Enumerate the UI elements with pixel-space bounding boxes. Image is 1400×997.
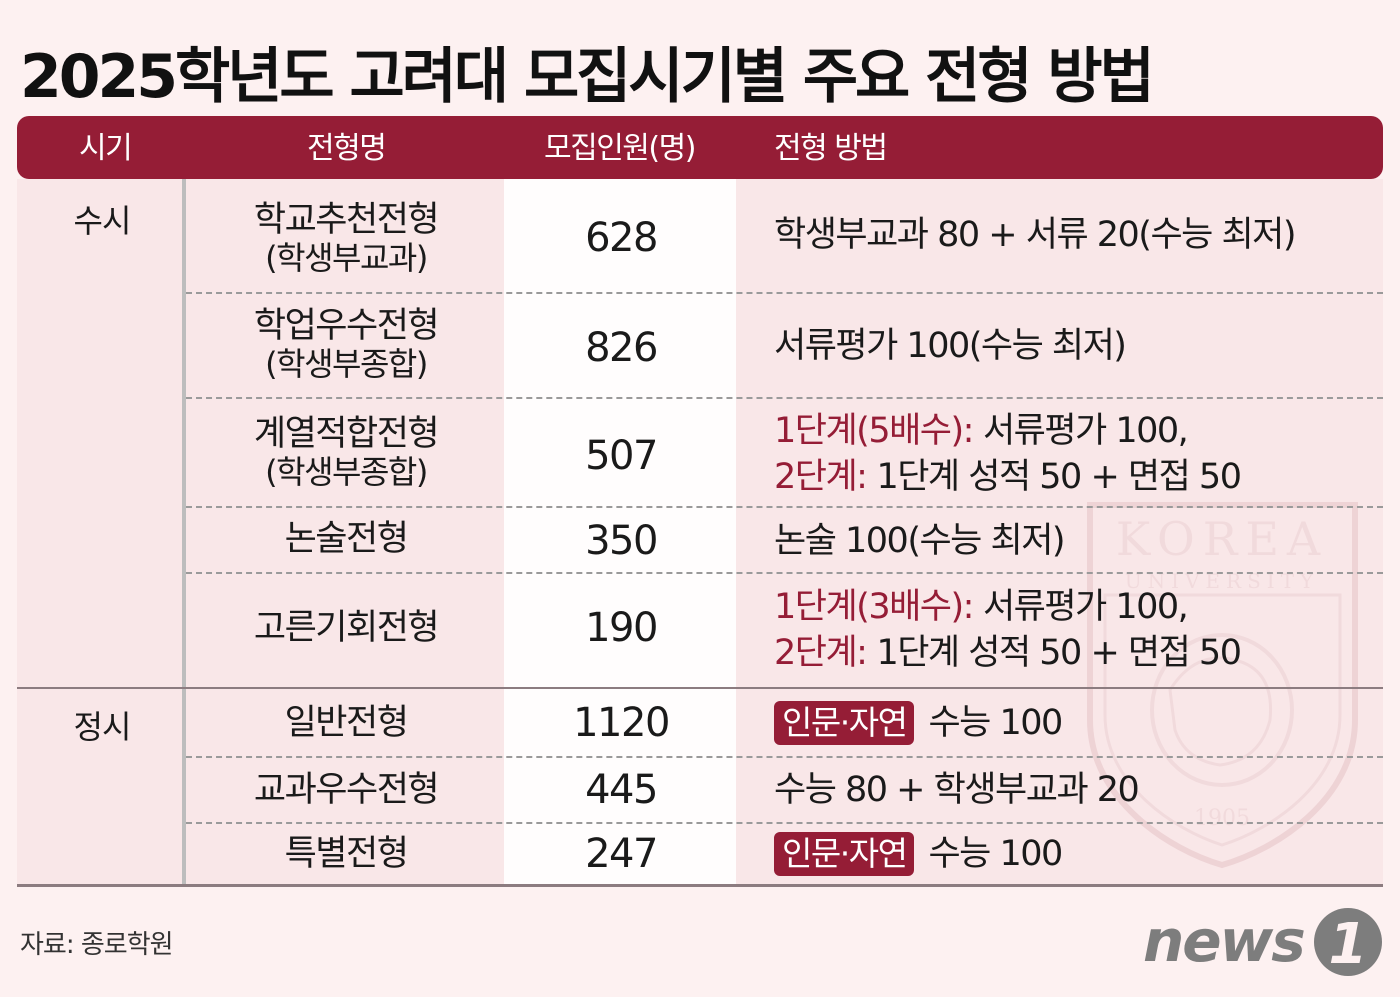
step-text: 서류평가 100, [982,587,1189,627]
row-divider [186,756,1383,758]
admission-count: 350 [585,518,658,564]
step-text: 1단계 성적 50 + 면접 50 [876,457,1242,497]
table-row-name: 일반전형 [187,693,505,753]
admission-name: 교과우수전형 [253,770,440,810]
period-jeongsi: 정시 [73,708,132,746]
header-count: 모집인원(명) [544,131,696,166]
admission-count: 190 [585,605,658,651]
row-divider [186,506,1383,508]
period-column [17,179,185,885]
admission-name: 고른기회전형 [253,608,440,648]
admission-method: 논술 100(수능 최저) [774,510,1374,572]
admission-count: 247 [585,831,658,877]
table-row-name: 학교추천전형 (학생부교과) [187,192,505,284]
admission-method: 수능 80 + 학생부교과 20 [774,760,1374,820]
admission-method: 인문·자연 수능 100 [774,693,1374,753]
table-header: 시기 전형명 모집인원(명) 전형 방법 [17,116,1383,179]
admission-name: 일반전형 [284,703,409,743]
table-row-name: 학업우수전형 (학생부종합) [187,298,505,390]
period-susi: 수시 [73,202,132,240]
step-text: 1단계 성적 50 + 면접 50 [876,633,1242,673]
svg-text:1905: 1905 [1194,806,1250,831]
svg-text:1: 1 [1329,912,1368,977]
row-divider [186,572,1383,574]
track-badge: 인문·자연 [774,832,915,876]
admission-category: (학생부종합) [265,345,428,383]
method-step-2: 2단계: 1단계 성적 50 + 면접 50 [774,630,1242,676]
header-method: 전형 방법 [774,131,888,166]
step-label: 1단계(5배수): [774,411,974,451]
admission-name: 논술전형 [284,519,409,559]
method-text: 학생부교과 80 + 서류 20(수능 최저) [774,215,1297,255]
method-text: 수능 80 + 학생부교과 20 [774,770,1140,810]
news1-logo: news 1 [1143,907,1382,977]
admission-category: (학생부종합) [265,453,428,491]
method-text: 서류평가 100(수능 최저) [774,326,1127,366]
method-step-1: 1단계(3배수): 서류평가 100, [774,584,1189,630]
method-text: 논술 100(수능 최저) [774,521,1066,561]
admission-method: 1단계(3배수): 서류평가 100, 2단계: 1단계 성적 50 + 면접 50 [774,582,1374,678]
step-label: 2단계: [774,457,868,497]
step-label: 2단계: [774,633,868,673]
page-title: 2025학년도 고려대 모집시기별 주요 전형 방법 [20,42,1155,112]
admission-name: 학업우수전형 [253,306,440,346]
table-bottom-border [17,884,1383,887]
admission-method: 1단계(5배수): 서류평가 100, 2단계: 1단계 성적 50 + 면접 50 [774,406,1374,502]
table-row-name: 계열적합전형 (학생부종합) [187,406,505,498]
step-label: 1단계(3배수): [774,587,974,627]
admission-method: 서류평가 100(수능 최저) [774,298,1374,394]
method-column [736,179,1383,885]
table-row-name: 특별전형 [187,825,505,883]
method-text-row: 인문·자연 수능 100 [774,700,1063,746]
method-text: 수능 100 [928,703,1063,743]
admission-category: (학생부교과) [265,239,428,277]
name-column [186,179,504,885]
header-name: 전형명 [307,131,387,166]
method-step-1: 1단계(5배수): 서류평가 100, [774,408,1189,454]
table-row-name: 고른기회전형 [187,580,505,676]
admission-name: 계열적합전형 [253,414,440,454]
admission-name: 학교추천전형 [253,200,440,240]
admission-count: 1120 [573,700,670,746]
admission-count: 628 [585,215,658,261]
method-step-2: 2단계: 1단계 성적 50 + 면접 50 [774,454,1242,500]
admission-count: 826 [585,325,658,371]
admission-count: 445 [585,767,658,813]
row-divider [186,822,1383,824]
admission-method: 학생부교과 80 + 서류 20(수능 최저) [774,192,1374,278]
admission-name: 특별전형 [284,834,409,874]
svg-text:news: news [1143,907,1304,975]
method-text-row: 인문·자연 수능 100 [774,831,1063,877]
row-divider [186,292,1383,294]
table-row-name: 교과우수전형 [187,760,505,820]
admission-count: 507 [585,433,658,479]
table-row-name: 논술전형 [187,510,505,568]
section-divider [17,687,1383,689]
admission-method: 인문·자연 수능 100 [774,825,1374,883]
track-badge: 인문·자연 [774,701,915,745]
header-period: 시기 [79,131,133,166]
method-text: 수능 100 [928,834,1063,874]
row-divider [186,397,1383,399]
svg-text:KOREA: KOREA [1116,512,1328,566]
source-note: 자료: 종로학원 [20,930,174,960]
count-column [504,179,736,885]
period-divider [182,179,186,885]
step-text: 서류평가 100, [982,411,1189,451]
